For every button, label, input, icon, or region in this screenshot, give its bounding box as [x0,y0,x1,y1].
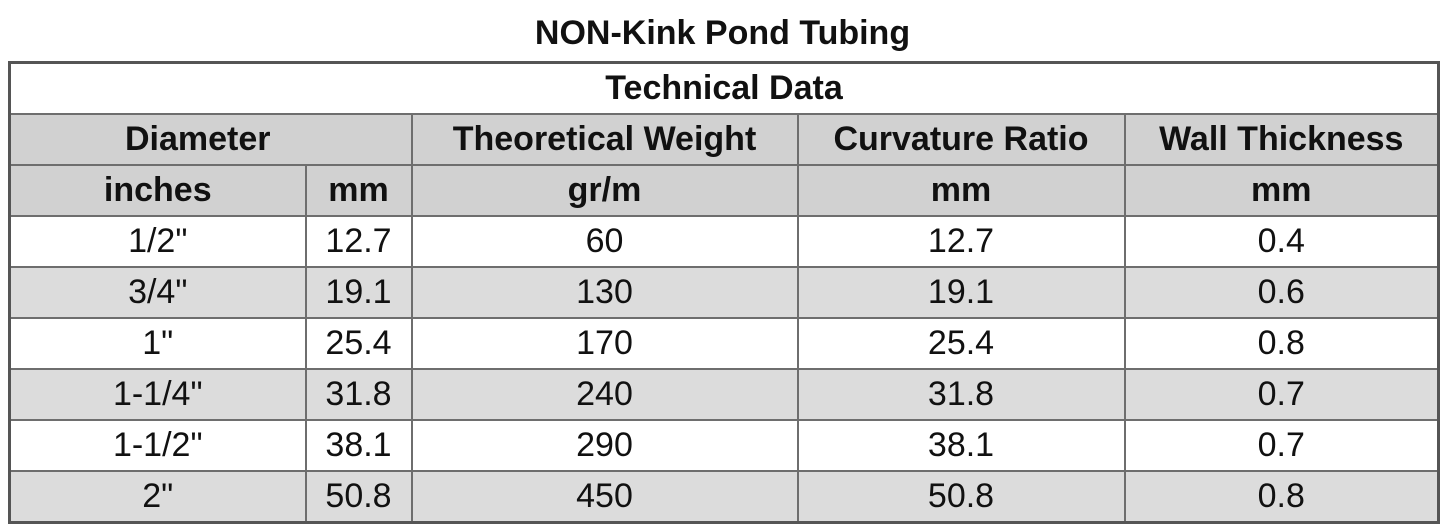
cell-inches: 1" [8,317,307,370]
cell-weight: 240 [410,368,799,421]
cell-curvature: 50.8 [796,470,1126,524]
table-row: 2" 50.8 450 50.8 0.8 [8,470,1440,524]
cell-wall: 0.7 [1123,368,1440,421]
table-caption: Technical Data [8,61,1440,115]
cell-weight: 60 [410,215,799,268]
table-row: 1" 25.4 170 25.4 0.8 [8,317,1440,370]
page-title: NON-Kink Pond Tubing [534,14,911,52]
header-diameter: Diameter [8,113,413,166]
unit-row: inches mm gr/m mm mm [8,164,1440,217]
unit-weight: gr/m [410,164,799,217]
cell-curvature: 38.1 [796,419,1126,472]
header-theoretical-weight: Theoretical Weight [410,113,799,166]
cell-curvature: 12.7 [796,215,1126,268]
cell-weight: 290 [410,419,799,472]
table-row: 3/4" 19.1 130 19.1 0.6 [8,266,1440,319]
cell-mm: 50.8 [304,470,413,524]
header-wall-thickness: Wall Thickness [1123,113,1440,166]
cell-wall: 0.4 [1123,215,1440,268]
table-row: 1-1/2" 38.1 290 38.1 0.7 [8,419,1440,472]
cell-inches: 2" [8,470,307,524]
cell-curvature: 19.1 [796,266,1126,319]
cell-weight: 170 [410,317,799,370]
cell-curvature: 31.8 [796,368,1126,421]
cell-wall: 0.8 [1123,317,1440,370]
cell-weight: 450 [410,470,799,524]
header-curvature-ratio: Curvature Ratio [796,113,1126,166]
cell-inches: 1-1/2" [8,419,307,472]
cell-inches: 1-1/4" [8,368,307,421]
cell-wall: 0.6 [1123,266,1440,319]
cell-mm: 19.1 [304,266,413,319]
cell-mm: 31.8 [304,368,413,421]
cell-mm: 38.1 [304,419,413,472]
cell-mm: 12.7 [304,215,413,268]
table-row: 1/2" 12.7 60 12.7 0.4 [8,215,1440,268]
technical-data-table: Technical Data Diameter Theoretical Weig… [8,61,1441,524]
unit-inches: inches [8,164,307,217]
cell-inches: 3/4" [8,266,307,319]
cell-weight: 130 [410,266,799,319]
cell-wall: 0.8 [1123,470,1440,524]
caption-row: Technical Data [8,61,1440,115]
header-row: Diameter Theoretical Weight Curvature Ra… [8,113,1440,166]
table-row: 1-1/4" 31.8 240 31.8 0.7 [8,368,1440,421]
cell-curvature: 25.4 [796,317,1126,370]
cell-mm: 25.4 [304,317,413,370]
cell-wall: 0.7 [1123,419,1440,472]
unit-curvature: mm [796,164,1126,217]
cell-inches: 1/2" [8,215,307,268]
unit-diameter-mm: mm [304,164,413,217]
unit-wall: mm [1123,164,1440,217]
